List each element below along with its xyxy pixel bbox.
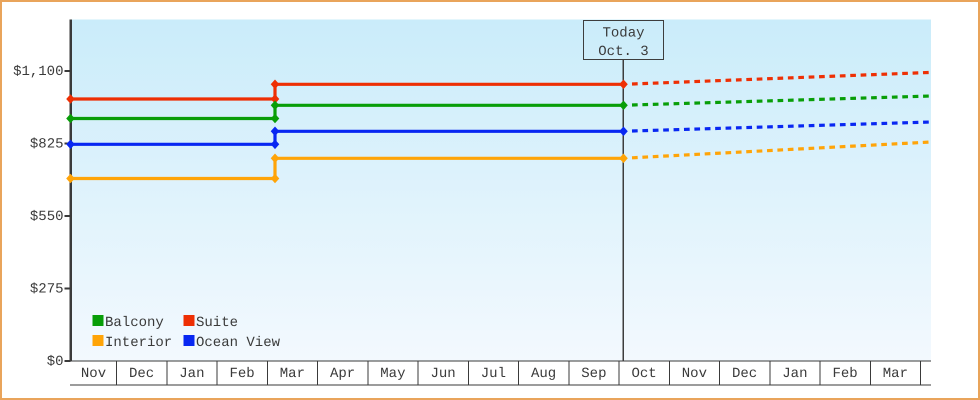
svg-text:Oct: Oct (631, 366, 656, 382)
svg-text:Dec: Dec (129, 366, 154, 382)
svg-text:Balcony: Balcony (105, 315, 164, 331)
svg-text:Nov: Nov (682, 366, 707, 382)
svg-text:$1,100: $1,100 (13, 64, 63, 80)
svg-text:Jun: Jun (430, 366, 455, 382)
svg-text:$0: $0 (47, 354, 64, 370)
svg-text:Ocean View: Ocean View (196, 335, 281, 351)
svg-text:Apr: Apr (330, 366, 355, 382)
svg-text:Sep: Sep (581, 366, 606, 382)
svg-text:$825: $825 (30, 136, 64, 152)
svg-text:Today: Today (602, 26, 644, 42)
svg-text:Mar: Mar (280, 366, 305, 382)
svg-text:Dec: Dec (732, 366, 757, 382)
svg-text:Suite: Suite (196, 315, 238, 331)
svg-text:Interior: Interior (105, 335, 172, 351)
svg-text:May: May (380, 366, 405, 382)
svg-text:Oct. 3: Oct. 3 (598, 44, 648, 60)
svg-text:Mar: Mar (883, 366, 908, 382)
svg-text:Jan: Jan (782, 366, 807, 382)
svg-text:Jul: Jul (481, 366, 506, 382)
svg-text:Nov: Nov (81, 366, 106, 382)
svg-text:$550: $550 (30, 209, 64, 225)
svg-text:$275: $275 (30, 281, 64, 297)
svg-text:Jan: Jan (179, 366, 204, 382)
svg-text:Feb: Feb (229, 366, 254, 382)
svg-text:Feb: Feb (832, 366, 857, 382)
svg-text:Aug: Aug (531, 366, 556, 382)
